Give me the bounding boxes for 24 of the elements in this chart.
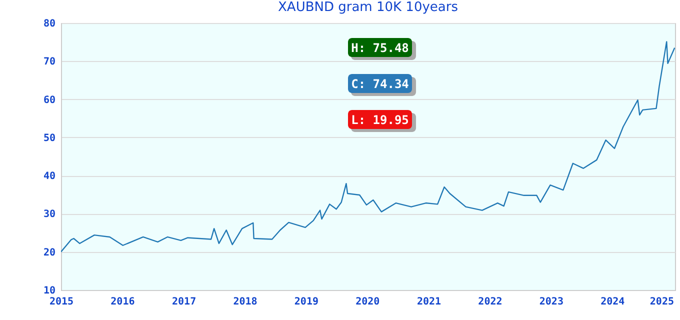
x-tick-label: 2025 xyxy=(650,296,674,308)
y-tick-label: 60 xyxy=(43,94,56,106)
x-tick-label: 2015 xyxy=(49,296,74,308)
x-tick-label: 2019 xyxy=(294,296,319,308)
chart-title: XAUBND gram 10K 10years xyxy=(278,0,458,15)
y-tick-label: 10 xyxy=(43,286,56,296)
x-tick-label: 2024 xyxy=(600,296,625,308)
line-series xyxy=(61,41,675,252)
x-tick-label: 2021 xyxy=(416,296,442,308)
x-tick-label: 2020 xyxy=(356,296,380,308)
y-tick-label: 70 xyxy=(43,56,56,68)
x-tick-label: 2018 xyxy=(233,296,258,308)
annotation: L: 19.95 xyxy=(351,113,409,127)
annotation: H: 75.48 xyxy=(351,41,409,55)
x-tick-label: 2022 xyxy=(478,296,502,308)
y-tick-label: 40 xyxy=(43,171,56,182)
x-tick-label: 2016 xyxy=(110,296,135,308)
annotation: C: 74.34 xyxy=(351,77,409,91)
y-tick-label: 80 xyxy=(43,18,56,30)
y-tick-label: 20 xyxy=(43,247,56,258)
y-tick-label: 50 xyxy=(43,132,56,144)
x-tick-label: 2017 xyxy=(172,296,196,308)
x-tick-label: 2023 xyxy=(539,296,564,308)
y-tick-label: 30 xyxy=(43,209,56,220)
